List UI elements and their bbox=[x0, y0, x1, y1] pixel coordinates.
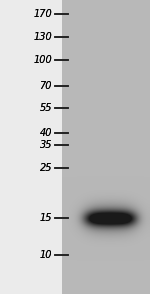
Text: 10: 10 bbox=[39, 250, 52, 260]
Text: 35: 35 bbox=[39, 140, 52, 150]
Text: 35: 35 bbox=[39, 140, 52, 150]
Text: 100: 100 bbox=[33, 55, 52, 65]
Text: 40: 40 bbox=[39, 128, 52, 138]
Text: 100: 100 bbox=[33, 55, 52, 65]
Text: 40: 40 bbox=[39, 128, 52, 138]
Text: 130: 130 bbox=[33, 32, 52, 42]
Text: 25: 25 bbox=[39, 163, 52, 173]
Text: 130: 130 bbox=[33, 32, 52, 42]
Text: 170: 170 bbox=[33, 9, 52, 19]
Text: 25: 25 bbox=[39, 163, 52, 173]
Text: 70: 70 bbox=[39, 81, 52, 91]
Text: 55: 55 bbox=[39, 103, 52, 113]
Text: 70: 70 bbox=[39, 81, 52, 91]
Bar bbox=[62, 0, 150, 294]
Text: 15: 15 bbox=[39, 213, 52, 223]
Text: 15: 15 bbox=[39, 213, 52, 223]
Text: 170: 170 bbox=[33, 9, 52, 19]
Text: 10: 10 bbox=[39, 250, 52, 260]
Text: 55: 55 bbox=[39, 103, 52, 113]
